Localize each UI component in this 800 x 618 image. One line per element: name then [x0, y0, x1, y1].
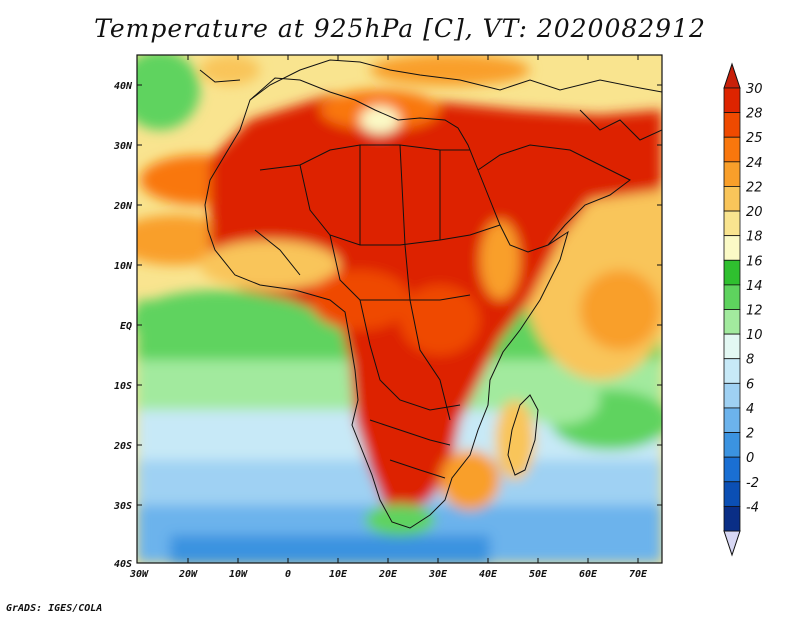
lat-label-20s: 20S: [113, 441, 132, 452]
lat-axis: 40N 30N 20N 10N EQ 10S 20S 30S 40S: [113, 81, 662, 570]
map-title: Temperature at 925hPa [C], VT: 202008291…: [94, 14, 706, 43]
lon-label-20w: 20W: [178, 569, 198, 580]
colorbar-swatch: [723, 259, 741, 286]
temperature-field: [137, 55, 662, 563]
colorbar-swatch: [723, 407, 741, 433]
lon-label-10w: 10W: [229, 569, 248, 580]
colorbar-swatch: [723, 235, 741, 261]
colorbar-swatch: [723, 456, 741, 483]
colorbar-swatch: [723, 333, 741, 360]
colorbar-label: 2: [746, 427, 754, 442]
lon-label-60e: 60E: [579, 569, 598, 580]
colorbar-swatch: [723, 112, 741, 138]
colorbar-label: -2: [746, 476, 759, 491]
lat-label-30n: 30N: [113, 141, 133, 152]
colorbar-label: 4: [746, 402, 754, 417]
colorbar-label: 20: [746, 205, 763, 220]
colorbar-swatch: [723, 186, 741, 212]
colorbar-top-cap: [723, 62, 741, 89]
colorbar-swatch: [723, 382, 741, 409]
colorbar-label: 30: [746, 82, 763, 97]
lon-label-70e: 70E: [629, 569, 648, 580]
plot-frame: [136, 54, 663, 564]
colorbar-label: 22: [746, 180, 763, 195]
lat-label-40s: 40S: [114, 559, 132, 570]
colorbar-label: 24: [746, 156, 763, 171]
colorbar-swatch: [723, 309, 741, 335]
colorbar-bottom-cap: [723, 530, 741, 557]
lon-label-0: 0: [285, 569, 291, 580]
colorbar-swatch: [723, 210, 741, 237]
lat-label-10s: 10S: [114, 381, 132, 392]
lon-label-50e: 50E: [529, 569, 548, 580]
colorbar-swatch: [723, 284, 741, 310]
colorbar-label: 8: [746, 353, 754, 368]
colorbar-label: 14: [746, 279, 763, 294]
colorbar-swatch: [723, 505, 741, 532]
lon-label-30e: 30E: [428, 569, 448, 580]
colorbar-label: 25: [746, 131, 763, 146]
colorbar-label: 10: [746, 328, 763, 343]
lat-label-eq: EQ: [120, 321, 132, 332]
colorbar-swatch: [723, 136, 741, 163]
colorbar-swatch: [723, 161, 741, 187]
lat-label-40n: 40N: [114, 81, 133, 92]
lon-label-10e: 10E: [329, 569, 348, 580]
colorbar-label: 16: [746, 254, 763, 269]
lon-label-40e: 40E: [479, 569, 498, 580]
colorbar-label: 6: [746, 377, 754, 392]
colorbar-swatch: [723, 432, 741, 458]
colorbar-swatch: [723, 87, 741, 114]
colorbar-label: 28: [746, 107, 763, 122]
colorbar-label: 18: [746, 230, 763, 245]
footer-credit: GrADS: IGES/COLA: [6, 603, 103, 614]
colorbar-swatch: [723, 481, 741, 507]
colorbar-swatch: [723, 358, 741, 384]
colorbar-label: 0: [746, 451, 754, 466]
lon-label-30w: 30W: [129, 569, 149, 580]
colorbar-label: -4: [746, 500, 759, 515]
lon-axis: 30W 20W 10W 0 10E 20E 30E 40E 50E 60E 70…: [129, 55, 648, 580]
coastlines: [199, 59, 662, 529]
lat-label-10n: 10N: [114, 261, 133, 272]
colorbar-label: 12: [746, 304, 763, 319]
lat-label-20n: 20N: [113, 201, 133, 212]
lat-label-30s: 30S: [113, 501, 132, 512]
lon-label-20e: 20E: [378, 569, 398, 580]
